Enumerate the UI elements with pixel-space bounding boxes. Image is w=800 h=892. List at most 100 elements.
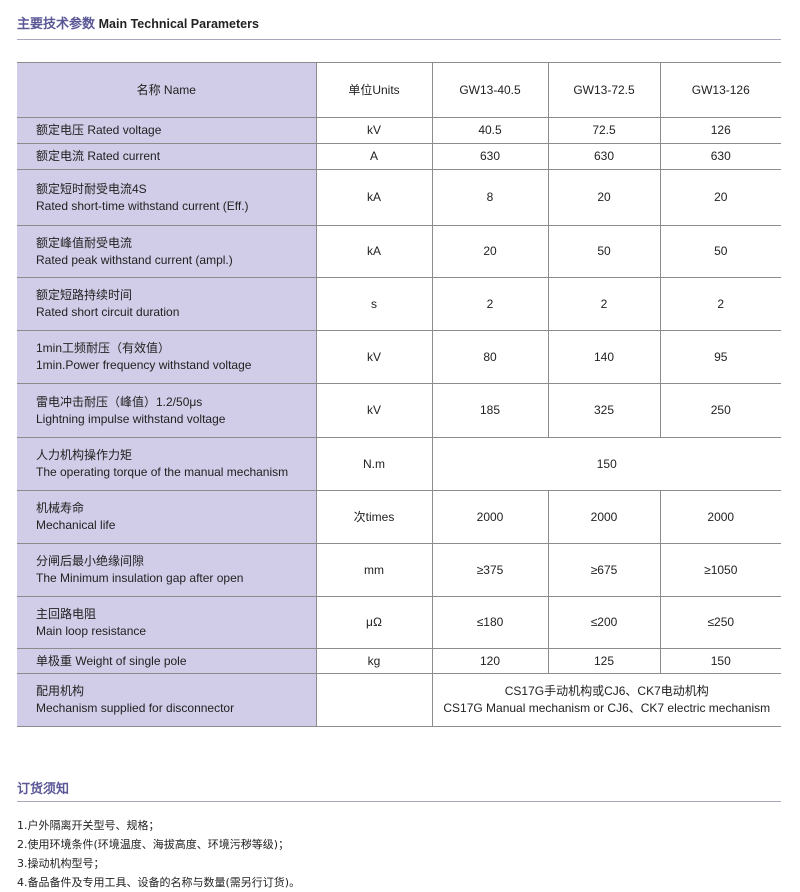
parameter-name: 额定峰值耐受电流 Rated peak withstand current (am… xyxy=(17,225,316,278)
table-row: 额定电流 Rated current A 630 630 630 xyxy=(17,143,781,170)
name-cn: 人力机构操作力矩 xyxy=(36,448,133,462)
parameter-name: 雷电冲击耐压（峰值）1.2/50μs Lightning impulse with… xyxy=(17,383,316,438)
value-cell: ≤180 xyxy=(431,596,548,649)
parameter-name: 额定电流 Rated current xyxy=(17,143,316,170)
table-row: 额定峰值耐受电流 Rated peak withstand current (am… xyxy=(17,225,781,278)
value-line: 150 xyxy=(596,456,617,471)
order-section-title: 订货须知 xyxy=(17,782,70,797)
table-header-row: 名称 Name 单位Units GW13-40.5 GW13-72.5 GW13-126 xyxy=(17,62,781,118)
name-cn: 单极重 Weight of single pole xyxy=(36,653,187,668)
value-cell: 250 xyxy=(659,383,781,438)
value-cell: ≤250 xyxy=(659,596,781,649)
unit-cell: 次times xyxy=(315,490,432,544)
value-cell: 2000 xyxy=(547,490,660,544)
value-cell: 125 xyxy=(547,648,660,674)
unit-cell xyxy=(315,673,432,727)
parameter-name: 额定短路持续时间 Rated short circuit duration xyxy=(17,277,316,331)
value-cell: 120 xyxy=(431,648,548,674)
value-cell: 50 xyxy=(547,225,660,278)
unit-cell: s xyxy=(315,277,432,331)
name-en: The operating torque of the manual mecha… xyxy=(36,465,289,479)
table-row: 雷电冲击耐压（峰值）1.2/50μs Lightning impulse with… xyxy=(17,383,781,438)
value-cell: 2 xyxy=(431,277,548,331)
unit-cell: kg xyxy=(315,648,432,674)
column-header: 单位Units xyxy=(315,62,432,118)
value-cell: 80 xyxy=(431,330,548,384)
params-section-title: 主要技术参数 Main Technical Parameters xyxy=(17,17,259,32)
name-cn: 机械寿命 xyxy=(36,501,85,515)
value-cell: 2000 xyxy=(431,490,548,544)
order-note-item: 2.使用环境条件(环境温度、海拔高度、环境污秽等级)； xyxy=(17,838,290,851)
value-cell: ≤200 xyxy=(547,596,660,649)
parameter-name: 主回路电阻 Main loop resistance xyxy=(17,596,316,649)
value-cell: 150 xyxy=(431,437,781,491)
value-cell: 2 xyxy=(547,277,660,331)
value-cell: ≥675 xyxy=(547,543,660,597)
name-cn: 额定短路持续时间 xyxy=(36,288,133,302)
name-en: 1min.Power frequency withstand voltage xyxy=(36,358,252,372)
value-cell: 150 xyxy=(659,648,781,674)
unit-cell: kV xyxy=(315,383,432,438)
unit-cell: mm xyxy=(315,543,432,597)
column-header: GW13-40.5 xyxy=(431,62,548,118)
name-cn: 额定电压 Rated voltage xyxy=(36,123,162,137)
value-cell: ≥1050 xyxy=(659,543,781,597)
unit-cell: kV xyxy=(315,330,432,384)
value-line: CS17G手动机构或CJ6、CK7电动机构 xyxy=(504,684,709,698)
value-cell: CS17G手动机构或CJ6、CK7电动机构 CS17G Manual mechan… xyxy=(431,673,781,727)
value-cell: 325 xyxy=(547,383,660,438)
value-cell: 630 xyxy=(547,143,660,170)
value-cell: 8 xyxy=(431,169,548,226)
value-cell: 126 xyxy=(659,117,781,144)
value-cell: 20 xyxy=(547,169,660,226)
name-cn: 1min工频耐压（有效值） xyxy=(36,341,171,355)
table-row: 额定电压 Rated voltage kV 40.5 72.5 126 xyxy=(17,117,781,144)
divider xyxy=(17,39,781,40)
table-row: 分闸后最小绝缘间隙 The Minimum insulation gap afte… xyxy=(17,543,781,597)
column-header: GW13-126 xyxy=(659,62,781,118)
name-en: Rated short circuit duration xyxy=(36,305,180,319)
parameter-name: 额定电压 Rated voltage xyxy=(17,117,316,144)
name-cn: 分闸后最小绝缘间隙 xyxy=(36,554,145,568)
order-notes: 1.户外隔离开关型号、规格； 2.使用环境条件(环境温度、海拔高度、环境污秽等级)… xyxy=(17,816,300,892)
parameter-name: 配用机构 Mechanism supplied for disconnector xyxy=(17,673,316,727)
value-cell: ≥375 xyxy=(431,543,548,597)
value-cell: 2000 xyxy=(659,490,781,544)
name-cn: 额定峰值耐受电流 xyxy=(36,235,133,250)
parameters-table: 名称 Name 单位Units GW13-40.5 GW13-72.5 GW13-126… xyxy=(17,62,781,727)
value-cell: 40.5 xyxy=(431,117,548,144)
parameter-name: 机械寿命 Mechanical life xyxy=(17,490,316,544)
unit-cell: kV xyxy=(315,117,432,144)
value-cell: 185 xyxy=(431,383,548,438)
column-header: GW13-72.5 xyxy=(547,62,660,118)
name-en: Mechanism supplied for disconnector xyxy=(36,701,235,715)
value-cell: 50 xyxy=(659,225,781,278)
name-en: Mechanical life xyxy=(36,518,116,532)
unit-cell: A xyxy=(315,143,432,170)
value-cell: 630 xyxy=(431,143,548,170)
name-cn: 配用机构 xyxy=(36,684,85,698)
divider xyxy=(17,801,781,802)
order-note-item: 4.备品备件及专用工具、设备的名称与数量(需另行订货)。 xyxy=(17,876,301,889)
order-note-item: 3.操动机构型号； xyxy=(17,857,105,870)
value-cell: 20 xyxy=(431,225,548,278)
value-cell: 72.5 xyxy=(547,117,660,144)
table-row: 人力机构操作力矩 The operating torque of the manu… xyxy=(17,437,781,491)
order-note-item: 1.户外隔离开关型号、规格； xyxy=(17,819,160,832)
unit-cell: kA xyxy=(315,169,432,226)
parameter-name: 1min工频耐压（有效值） 1min.Power frequency withst… xyxy=(17,330,316,384)
parameter-name: 额定短时耐受电流4S Rated short-time withstand cur… xyxy=(17,169,316,226)
name-cn: 雷电冲击耐压（峰值）1.2/50μs xyxy=(36,394,203,409)
name-en: The Minimum insulation gap after open xyxy=(36,571,244,585)
unit-cell: μΩ xyxy=(315,596,432,649)
parameter-name: 单极重 Weight of single pole xyxy=(17,648,316,674)
table-row: 单极重 Weight of single pole kg 120 125 150 xyxy=(17,648,781,674)
value-cell: 140 xyxy=(547,330,660,384)
name-cn: 额定电流 Rated current xyxy=(36,149,161,163)
name-en: Rated short-time withstand current (Eff.… xyxy=(36,198,249,213)
unit-cell: N.m xyxy=(315,437,432,491)
name-en: Lightning impulse withstand voltage xyxy=(36,411,226,426)
value-line: CS17G Manual mechanism or CJ6、CK7 electr… xyxy=(443,701,771,715)
table-row: 机械寿命 Mechanical life 次times 2000 2000 2000 xyxy=(17,490,781,544)
value-cell: 95 xyxy=(659,330,781,384)
